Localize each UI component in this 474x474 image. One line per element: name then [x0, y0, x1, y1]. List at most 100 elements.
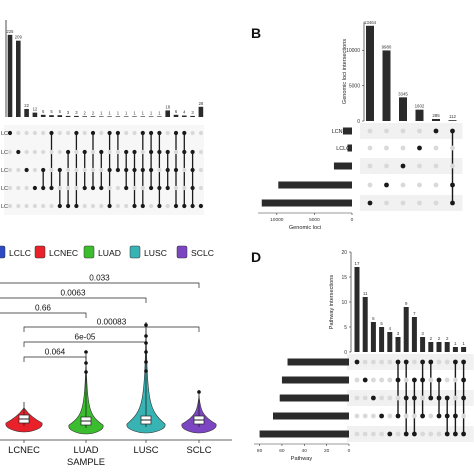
- panel-d-matrix-dot: [420, 413, 425, 419]
- panel-d-matrix-dot: [387, 359, 393, 365]
- panel-a-matrix-dot: [24, 149, 29, 155]
- panel-a-matrix-dot: [173, 203, 179, 209]
- panel-d-matrix-dot: [420, 377, 425, 383]
- panel-d-matrix-dot: [412, 413, 417, 419]
- panel-d-matrix-dot: [444, 359, 450, 365]
- panel-b-matrix-dot: [417, 200, 422, 206]
- panel-a-matrix-dot: [57, 149, 62, 155]
- panel-a-matrix-dot: [74, 185, 79, 191]
- panel-a-matrix-dot: [57, 130, 62, 136]
- panel-d-matrix-dot: [420, 431, 425, 437]
- panel-d-matrix-dot: [428, 377, 434, 383]
- panel-a-matrix-dot: [190, 185, 195, 191]
- panel-d-y-tick-label: 20: [341, 250, 347, 256]
- panel-d-matrix-dot: [379, 413, 384, 419]
- panel-d-matrix-dot: [379, 359, 384, 365]
- panel-a-bar: [49, 115, 54, 117]
- panel-a-bar-label: 1: [133, 110, 136, 115]
- panel-d-bar: [387, 332, 393, 352]
- panel-b-matrix-stripe: [360, 195, 463, 211]
- panel-d-matrix-dot: [387, 413, 393, 419]
- panel-d-matrix-dot: [362, 431, 368, 437]
- panel-d-label: D: [251, 249, 261, 265]
- panel-b-matrix-dot: [367, 200, 373, 206]
- panel-b-bar: [448, 120, 457, 121]
- panel-d-matrix-dot: [371, 359, 376, 365]
- comparison-p-value: 0.033: [89, 274, 110, 283]
- panel-d-bar: [362, 297, 368, 352]
- panel-a-matrix-dot: [132, 185, 137, 191]
- panel-a-bar: [123, 116, 129, 117]
- panel-a-matrix-dot: [107, 149, 112, 155]
- legend-swatch-luad: [83, 245, 95, 259]
- panel-a-matrix-dot: [173, 130, 179, 136]
- panel-a-bar: [132, 116, 137, 117]
- panel-a-matrix-dot: [24, 185, 29, 191]
- panel-d-matrix-dot: [395, 359, 401, 365]
- panel-a-matrix-dot: [115, 130, 120, 136]
- legend-label-luad: LUAD: [98, 248, 121, 258]
- violin-outlier-point: [84, 350, 88, 354]
- panel-a-bar-label: 1: [142, 110, 145, 115]
- comparison-p-value: 0.00083: [97, 318, 127, 327]
- panel-a-matrix-dot: [165, 203, 170, 209]
- panel-a-matrix-dot: [32, 167, 38, 173]
- panel-b-bar-label: 112: [449, 114, 457, 119]
- panel-b-matrix-stripe: [360, 158, 463, 174]
- panel-d-matrix-dot: [403, 395, 409, 401]
- panel-a-bar: [57, 115, 63, 117]
- panel-a-matrix-dot: [124, 167, 129, 173]
- panel-b-matrix-dot: [400, 163, 406, 169]
- panel-d-bar-label: 9: [405, 301, 408, 306]
- panel-a-matrix-dot: [16, 185, 21, 191]
- panel-d-bar-label: 11: [363, 291, 368, 296]
- panel-b-set-size-bar: [333, 162, 352, 170]
- panel-d-bar-label: 3: [397, 331, 400, 336]
- violin-outlier-point: [144, 369, 148, 373]
- panel-b-matrix-dot: [400, 200, 406, 206]
- panel-b-set-label: LCNEC: [332, 129, 350, 135]
- panel-a-bar: [198, 106, 204, 117]
- panel-a-bar: [99, 116, 104, 117]
- panel-a-matrix-dot: [7, 203, 13, 209]
- panel-d-y-tick-label: 15: [341, 275, 347, 281]
- panel-d-matrix-dot: [395, 431, 401, 437]
- panel-a-set-label: LC: [1, 131, 8, 137]
- panel-a-matrix-dot: [7, 130, 13, 136]
- panel-d-matrix-dot: [354, 431, 360, 437]
- panel-a-bar: [140, 116, 146, 117]
- panel-a-matrix-dot: [99, 167, 104, 173]
- panel-a-matrix-dot: [99, 130, 104, 136]
- violin-outlier-point: [144, 350, 148, 354]
- panel-b-matrix-dot: [433, 128, 439, 134]
- panel-d-bar: [379, 327, 385, 352]
- panel-d-matrix-dot: [453, 431, 458, 437]
- panel-b-set-size-bar: [342, 127, 352, 135]
- panel-a-matrix-dot: [124, 149, 129, 155]
- panel-a-matrix-dot: [32, 203, 38, 209]
- panel-a-matrix-dot: [115, 149, 120, 155]
- panel-d-y-tick-label: 10: [341, 300, 347, 306]
- panel-d-matrix-dot: [461, 413, 466, 419]
- panel-a-matrix-dot: [49, 203, 54, 209]
- panel-a-matrix-dot: [66, 185, 71, 191]
- panel-d-matrix-dot: [444, 377, 450, 383]
- panel-d-matrix-dot: [354, 377, 360, 383]
- panel-b-label: B: [251, 25, 261, 41]
- panel-d-matrix-dot: [412, 377, 417, 383]
- panel-a-matrix-dot: [99, 203, 104, 209]
- panel-d-set-tick-label: 80: [257, 448, 263, 454]
- panel-a-bar: [190, 115, 195, 117]
- panel-d-bar: [452, 347, 458, 352]
- panel-b-bar: [399, 97, 407, 121]
- panel-a-matrix-dot: [198, 203, 203, 209]
- panel-b-matrix-dot: [384, 145, 389, 151]
- panel-a-bar-label: 12: [33, 107, 38, 112]
- panel-b-bar: [415, 109, 424, 121]
- panel-a-matrix-dot: [149, 185, 154, 191]
- panel-a-matrix-dot: [66, 130, 71, 136]
- panel-a-matrix-dot: [140, 149, 145, 155]
- panel-d-matrix-dot: [436, 431, 442, 437]
